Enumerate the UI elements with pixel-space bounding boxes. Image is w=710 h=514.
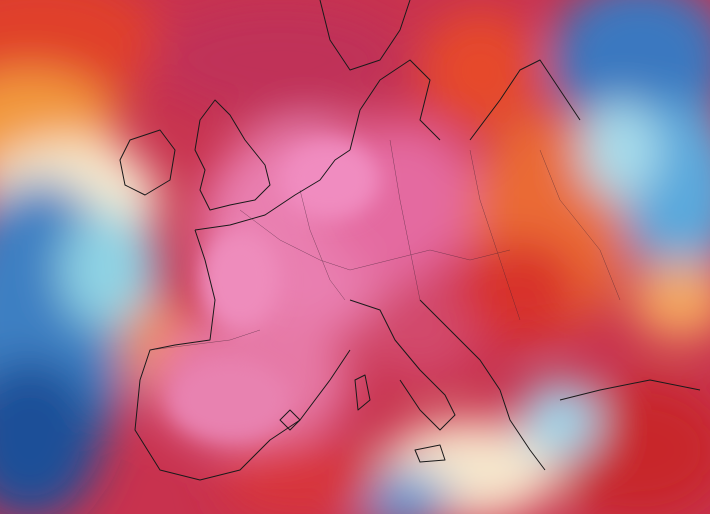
coastline: [134, 229, 351, 481]
coastline: [414, 444, 446, 463]
border: [469, 149, 521, 321]
coastlines: [119, 0, 701, 481]
field-blob: [630, 260, 710, 340]
field-blob: [420, 10, 540, 130]
border: [539, 149, 621, 301]
borders: [149, 139, 621, 351]
border: [299, 189, 346, 301]
field-blob: [360, 280, 480, 380]
field-blob: [520, 380, 600, 460]
border: [239, 209, 511, 271]
field-blob: [60, 210, 160, 330]
border: [389, 139, 421, 301]
coastline: [194, 99, 271, 211]
coastline: [279, 409, 301, 431]
field-blob: [280, 140, 380, 220]
coastline: [194, 149, 351, 231]
coastline: [349, 299, 456, 431]
coastline: [354, 374, 371, 411]
field-blob: [460, 240, 580, 340]
field-blob: [200, 230, 280, 330]
coastline: [349, 59, 441, 151]
border: [149, 329, 261, 351]
field-blob: [0, 360, 100, 514]
coastline: [119, 129, 176, 196]
field-blob: [580, 100, 660, 200]
temperature-detail: [170, 140, 380, 440]
field-blob: [170, 360, 290, 440]
coastline: [419, 299, 546, 471]
coastline: [559, 379, 701, 401]
coastline: [319, 0, 411, 71]
field-blob: [220, 440, 380, 514]
coastline: [469, 59, 581, 141]
field-blob: [150, 0, 410, 120]
